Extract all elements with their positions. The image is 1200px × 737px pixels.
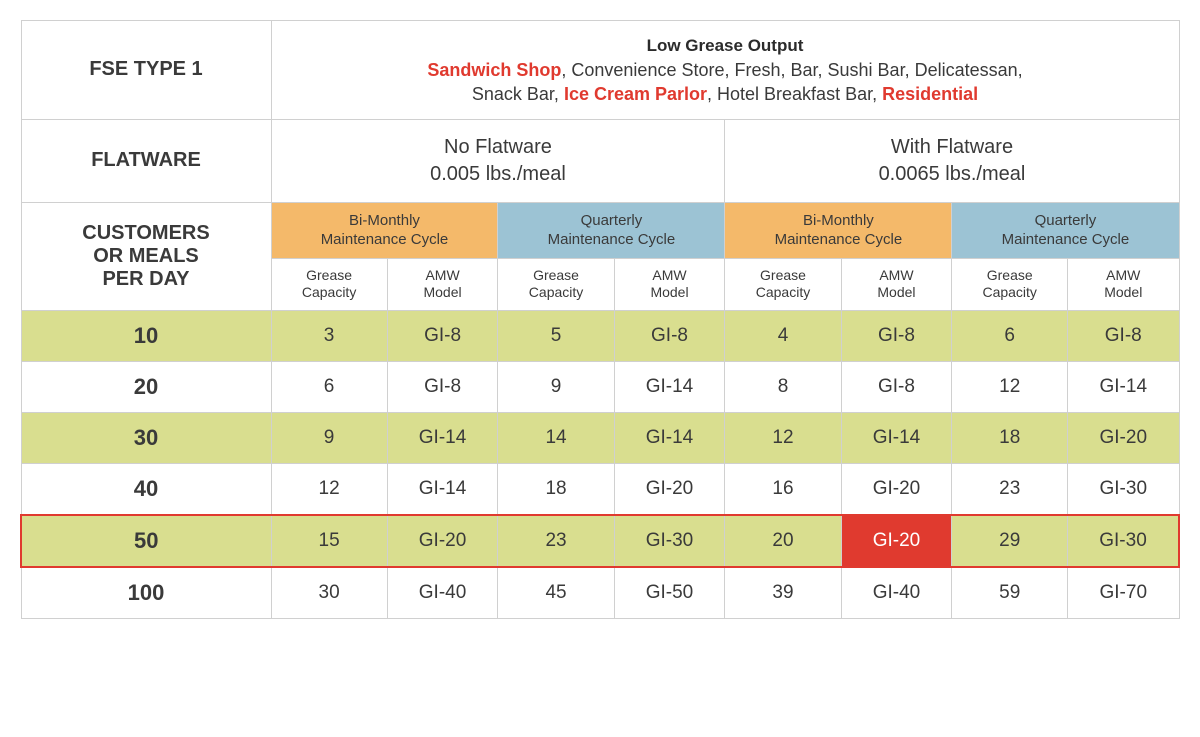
row-label: 10 xyxy=(21,310,271,361)
data-cell: 12 xyxy=(952,361,1068,412)
subcol-amw: AMWModel xyxy=(387,258,498,310)
with-flatware-sub: 0.0065 lbs./meal xyxy=(879,163,1026,185)
data-cell: 16 xyxy=(725,463,841,515)
data-cell: GI-14 xyxy=(1068,361,1179,412)
data-cell: GI-8 xyxy=(614,310,725,361)
data-cell: 12 xyxy=(725,412,841,463)
fse-sizing-table: FSE TYPE 1 Low Grease Output Sandwich Sh… xyxy=(20,20,1180,619)
table-row: 309GI-1414GI-1412GI-1418GI-20 xyxy=(21,412,1179,463)
data-cell: GI-20 xyxy=(841,463,952,515)
desc-title: Low Grease Output xyxy=(647,36,804,55)
fse-description: Low Grease Output Sandwich Shop, Conveni… xyxy=(271,21,1179,120)
subcol-amw: AMWModel xyxy=(841,258,952,310)
data-cell: GI-30 xyxy=(1068,515,1179,567)
data-cell: GI-50 xyxy=(614,567,725,619)
table-row: 206GI-89GI-148GI-812GI-14 xyxy=(21,361,1179,412)
subcol-amw: AMWModel xyxy=(1068,258,1179,310)
data-cell: GI-30 xyxy=(1068,463,1179,515)
data-cell: 15 xyxy=(271,515,387,567)
data-cell: GI-20 xyxy=(387,515,498,567)
table-row: 4012GI-1418GI-2016GI-2023GI-30 xyxy=(21,463,1179,515)
data-cell: GI-20 xyxy=(614,463,725,515)
data-cell: GI-8 xyxy=(841,361,952,412)
data-cell: GI-20 xyxy=(1068,412,1179,463)
data-cell: 6 xyxy=(952,310,1068,361)
table-row: 103GI-85GI-84GI-86GI-8 xyxy=(21,310,1179,361)
data-cell: GI-14 xyxy=(614,361,725,412)
subcol-grease: GreaseCapacity xyxy=(271,258,387,310)
table-row: 5015GI-2023GI-3020GI-2029GI-30 xyxy=(21,515,1179,567)
row-label: 40 xyxy=(21,463,271,515)
data-cell: 5 xyxy=(498,310,614,361)
subcol-grease: GreaseCapacity xyxy=(952,258,1068,310)
data-cell: 12 xyxy=(271,463,387,515)
data-cell: 9 xyxy=(498,361,614,412)
cycle-quarterly-1: Quarterly Maintenance Cycle xyxy=(498,202,725,258)
data-cell: GI-8 xyxy=(387,361,498,412)
subcol-amw: AMWModel xyxy=(614,258,725,310)
data-cell: GI-14 xyxy=(614,412,725,463)
subcol-grease: GreaseCapacity xyxy=(498,258,614,310)
data-cell: 6 xyxy=(271,361,387,412)
header-row-flatware: FLATWARE No Flatware 0.005 lbs./meal Wit… xyxy=(21,119,1179,202)
header-row-fse: FSE TYPE 1 Low Grease Output Sandwich Sh… xyxy=(21,21,1179,120)
data-cell: 23 xyxy=(498,515,614,567)
fse-type-label: FSE TYPE 1 xyxy=(21,21,271,120)
data-cell: 18 xyxy=(952,412,1068,463)
data-cell: GI-70 xyxy=(1068,567,1179,619)
data-cell: GI-8 xyxy=(387,310,498,361)
no-flatware-title: No Flatware xyxy=(444,136,552,158)
data-cell: GI-20 xyxy=(841,515,952,567)
data-cell: GI-8 xyxy=(841,310,952,361)
data-cell: GI-14 xyxy=(387,412,498,463)
data-cell: GI-14 xyxy=(841,412,952,463)
data-cell: 9 xyxy=(271,412,387,463)
row-label: 20 xyxy=(21,361,271,412)
data-cell: 20 xyxy=(725,515,841,567)
data-cell: GI-8 xyxy=(1068,310,1179,361)
data-body: 103GI-85GI-84GI-86GI-8206GI-89GI-148GI-8… xyxy=(21,310,1179,618)
data-cell: GI-40 xyxy=(387,567,498,619)
subcol-grease: GreaseCapacity xyxy=(725,258,841,310)
cycle-bimonthly-1: Bi-Monthly Maintenance Cycle xyxy=(271,202,498,258)
flatware-label: FLATWARE xyxy=(21,119,271,202)
data-cell: 8 xyxy=(725,361,841,412)
data-cell: 23 xyxy=(952,463,1068,515)
desc-body: Sandwich Shop, Convenience Store, Fresh,… xyxy=(427,60,1022,104)
cycle-bimonthly-2: Bi-Monthly Maintenance Cycle xyxy=(725,202,952,258)
data-cell: 3 xyxy=(271,310,387,361)
header-row-cycles: CUSTOMERS OR MEALS PER DAY Bi-Monthly Ma… xyxy=(21,202,1179,258)
data-cell: 18 xyxy=(498,463,614,515)
data-cell: 59 xyxy=(952,567,1068,619)
with-flatware-cell: With Flatware 0.0065 lbs./meal xyxy=(725,119,1179,202)
cycle-quarterly-2: Quarterly Maintenance Cycle xyxy=(952,202,1179,258)
row-label: 50 xyxy=(21,515,271,567)
data-cell: GI-14 xyxy=(387,463,498,515)
data-cell: 14 xyxy=(498,412,614,463)
data-cell: 39 xyxy=(725,567,841,619)
data-cell: 45 xyxy=(498,567,614,619)
row-label: 30 xyxy=(21,412,271,463)
data-cell: GI-40 xyxy=(841,567,952,619)
data-cell: GI-30 xyxy=(614,515,725,567)
data-cell: 30 xyxy=(271,567,387,619)
row-label: 100 xyxy=(21,567,271,619)
data-cell: 4 xyxy=(725,310,841,361)
no-flatware-sub: 0.005 lbs./meal xyxy=(430,163,566,185)
meals-per-day-label: CUSTOMERS OR MEALS PER DAY xyxy=(21,202,271,310)
no-flatware-cell: No Flatware 0.005 lbs./meal xyxy=(271,119,725,202)
data-cell: 29 xyxy=(952,515,1068,567)
with-flatware-title: With Flatware xyxy=(891,136,1013,158)
table-row: 10030GI-4045GI-5039GI-4059GI-70 xyxy=(21,567,1179,619)
